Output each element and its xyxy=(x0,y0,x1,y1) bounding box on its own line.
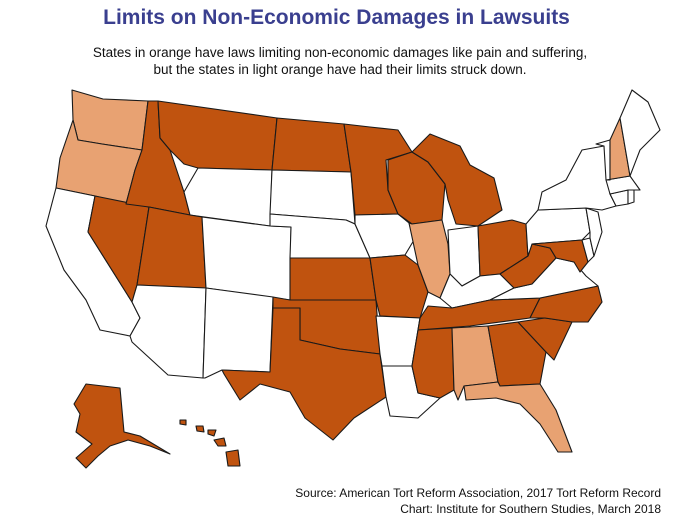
chart-credit-line: Chart: Institute for Southern Studies, M… xyxy=(400,501,661,516)
state-MN[interactable] xyxy=(343,123,413,216)
map-title: Limits on Non-Economic Damages in Lawsui… xyxy=(103,6,570,29)
state-NJ[interactable] xyxy=(585,207,603,257)
state-MI[interactable] xyxy=(411,133,503,227)
state-NH[interactable] xyxy=(605,117,631,181)
state-SC[interactable] xyxy=(517,317,573,361)
source-line: Source: American Tort Reform Association… xyxy=(295,486,661,500)
state-AZ[interactable] xyxy=(129,284,207,379)
state-ME[interactable] xyxy=(619,89,661,177)
state-ND[interactable] xyxy=(271,117,352,173)
state-UT[interactable] xyxy=(136,206,207,289)
state-KS[interactable] xyxy=(289,257,377,301)
state-MO[interactable] xyxy=(369,254,429,319)
state-NM[interactable] xyxy=(202,287,274,379)
source-credit: Source: American Tort Reform Association… xyxy=(241,486,661,517)
state-RI[interactable] xyxy=(627,189,635,205)
state-MT[interactable] xyxy=(157,100,278,171)
state-FL[interactable] xyxy=(463,381,573,453)
state-CO[interactable] xyxy=(201,216,292,301)
state-MS[interactable] xyxy=(411,327,455,399)
map-subtitle: States in orange have laws limiting non-… xyxy=(92,45,588,77)
state-TX[interactable] xyxy=(221,307,387,441)
state-HI[interactable] xyxy=(179,419,241,467)
state-AK[interactable] xyxy=(73,383,171,469)
